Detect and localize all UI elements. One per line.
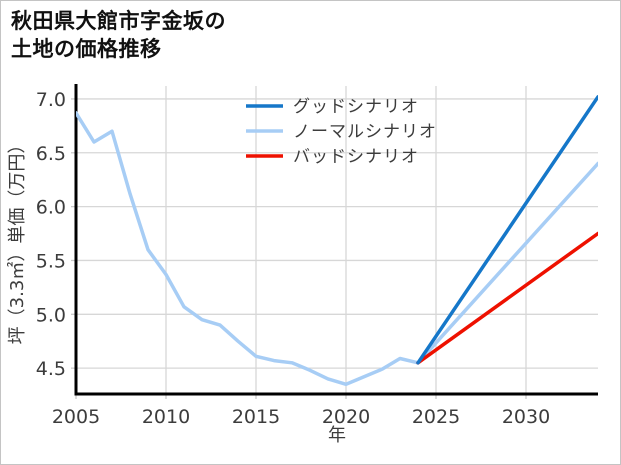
y-tick-label: 5.0 [36, 304, 66, 326]
x-axis-label: 年 [328, 425, 346, 446]
y-tick-label: 5.5 [36, 250, 66, 272]
series-line-normal-scenario [76, 111, 598, 387]
x-tick-label: 2005 [52, 406, 100, 428]
x-tick-label: 2020 [322, 406, 370, 428]
y-tick-label: 6.0 [36, 197, 66, 219]
legend-label-normal-scenario: ノーマルシナリオ [293, 122, 437, 142]
x-tick-label: 2030 [502, 406, 550, 428]
chart-title: 秋田県大館市字金坂の 土地の価格推移 [11, 7, 226, 64]
x-tick-label: 2015 [232, 406, 280, 428]
y-tick-label: 4.5 [36, 358, 66, 380]
series-line-bad-scenario [416, 231, 598, 365]
series-line-good-scenario [416, 95, 598, 365]
y-tick-label: 6.5 [36, 143, 66, 165]
x-tick-label: 2025 [412, 406, 460, 428]
chart-title-line1: 秋田県大館市字金坂の [11, 9, 226, 33]
chart-title-line2: 土地の価格推移 [11, 37, 162, 62]
legend-label-bad-scenario: バッドシナリオ [293, 147, 419, 167]
y-axis-label: 坪（3.3㎡）単価（万円） [6, 136, 28, 345]
y-tick-label: 7.0 [36, 89, 66, 111]
x-tick-label: 2010 [142, 406, 190, 428]
legend-label-good-scenario: グッドシナリオ [293, 97, 419, 117]
